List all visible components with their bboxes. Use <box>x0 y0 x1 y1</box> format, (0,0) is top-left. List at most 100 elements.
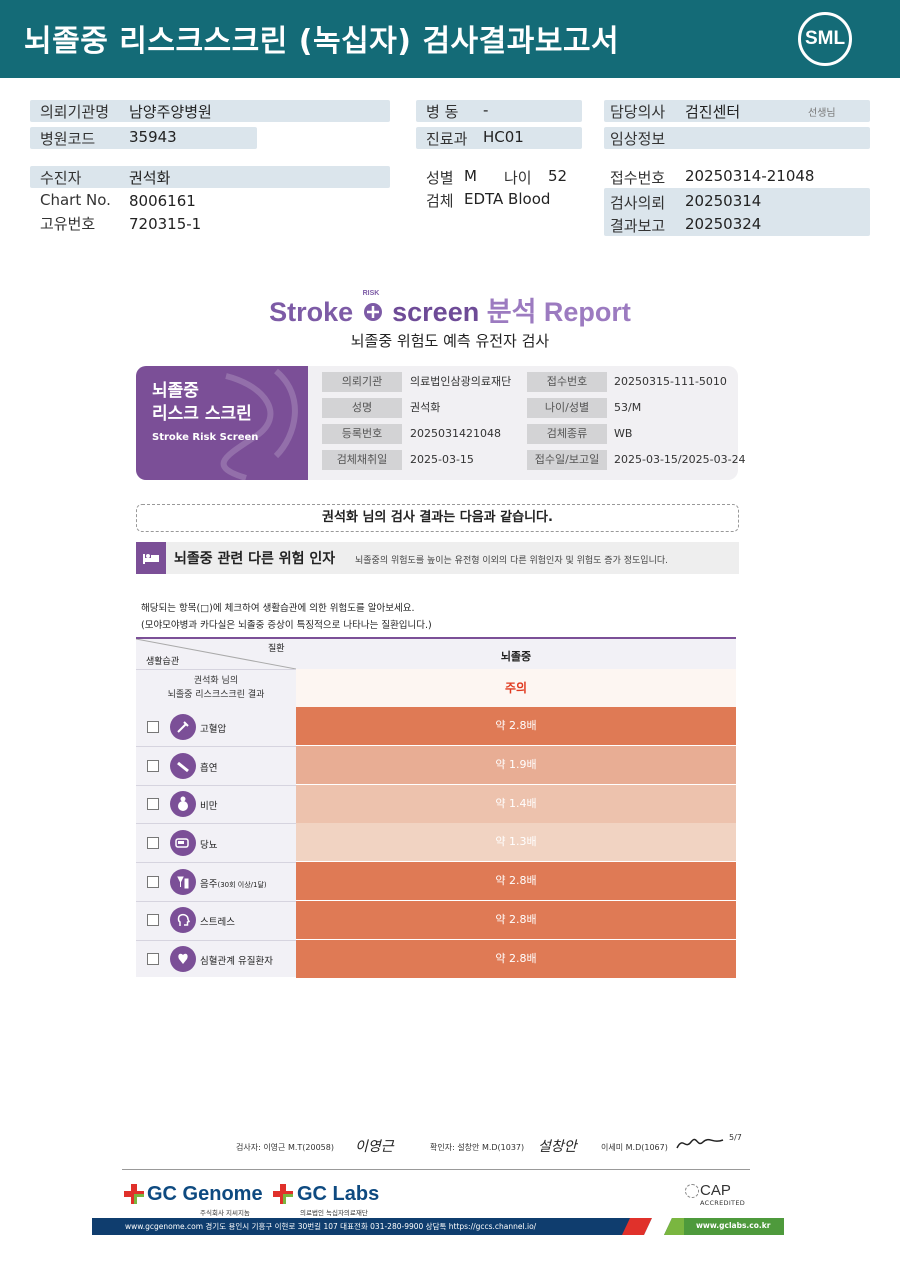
checkbox-drinking[interactable] <box>147 876 159 888</box>
bed-icon <box>136 542 166 574</box>
card-label: 의뢰기관 <box>322 372 402 392</box>
risk-bar: 약 1.9배 <box>296 746 736 784</box>
cap-sub: ACCREDITED <box>700 1199 746 1207</box>
doctor-value: 검진센터 <box>685 103 741 121</box>
sex-value: M <box>464 167 477 185</box>
person-icon <box>170 791 196 817</box>
risk-bar: 약 2.8배 <box>296 901 736 939</box>
checkbox-stress[interactable] <box>147 914 159 926</box>
third-signer: 이세미 M.D(1067) <box>601 1143 668 1152</box>
corner-diagonal <box>136 639 296 669</box>
card-title: 뇌졸중 리스크 스크린 <box>152 380 252 426</box>
result-status: 주의 <box>504 681 528 695</box>
specimen-value: EDTA Blood <box>464 190 551 208</box>
card-value: 53/M <box>614 401 642 414</box>
risk-label: 고혈압 <box>200 724 227 735</box>
section-desc: 뇌졸중의 위험도를 높이는 유전형 이외의 다른 위험인자 및 위험도 증가 정… <box>355 556 668 566</box>
doctor-box <box>604 100 870 122</box>
table-left-column <box>136 637 296 977</box>
risk-bar: 약 2.8배 <box>296 940 736 978</box>
risk-label: 흡연 <box>200 763 218 774</box>
gc-labs-sub: 의료법인 녹십자의료재단 <box>300 1209 368 1217</box>
unique-label: 고유번호 <box>40 215 96 233</box>
row-separator <box>136 940 296 941</box>
card-title-line1: 뇌졸중 <box>152 381 199 401</box>
chart-value: 8006161 <box>129 192 196 210</box>
card-label: 접수번호 <box>527 372 607 392</box>
ward-box <box>416 100 582 122</box>
table-header-disease <box>296 639 736 669</box>
card-label: 검체종류 <box>527 424 607 444</box>
footer-bar-green <box>684 1218 784 1235</box>
result-label: 권석화 님의 뇌졸중 리스크스크린 결과 <box>136 674 296 702</box>
disease-header: 뇌졸중 <box>500 650 532 663</box>
checkbox-smoking[interactable] <box>147 760 159 772</box>
checkbox-obesity[interactable] <box>147 798 159 810</box>
card-label: 접수일/보고일 <box>527 450 607 470</box>
institution-label: 의뢰기관명 <box>40 103 110 121</box>
request-value: 20250314 <box>685 192 762 210</box>
hospital-code-value: 35943 <box>129 128 177 146</box>
risk-badge-icon: RISK <box>361 290 385 323</box>
chart-label: Chart No. <box>40 191 111 209</box>
page-number: 5/7 <box>729 1133 742 1142</box>
dept-label: 진료과 <box>426 130 468 148</box>
glucose-meter-icon <box>170 830 196 856</box>
specimen-label: 검체 <box>426 192 454 210</box>
footer-stripes <box>622 1218 692 1235</box>
report-subtitle: 뇌졸중 위험도 예측 유전자 검사 <box>350 332 550 350</box>
summary-card-brand <box>136 366 308 480</box>
card-title-line2: 리스크 스크린 <box>152 404 252 424</box>
doctor-label: 담당의사 <box>610 103 666 121</box>
risk-label: 심혈관계 유질환자 <box>200 956 273 967</box>
risk-bar: 약 2.8배 <box>296 862 736 900</box>
report-title: Stroke RISK screen 분석 Report <box>0 290 900 329</box>
examiner: 검사자: 이영근 M.T(20058) <box>236 1143 334 1152</box>
dept-value: HC01 <box>483 128 524 146</box>
section-title: 뇌졸중 관련 다른 위험 인자 <box>174 551 336 567</box>
report-label: 결과보고 <box>610 217 666 235</box>
patient-label: 수진자 <box>40 169 82 187</box>
risk-bar: 약 1.4배 <box>296 785 736 823</box>
card-label: 나이/성별 <box>527 398 607 418</box>
risk-label: 당뇨 <box>200 840 218 851</box>
clinical-label: 임상정보 <box>610 130 666 148</box>
footer-url[interactable]: www.gclabs.co.kr <box>696 1221 771 1230</box>
corner-disease-label: 질환 <box>268 644 285 654</box>
risk-bar: 약 1.3배 <box>296 823 736 861</box>
ward-label: 병 동 <box>426 103 459 121</box>
report-value: 20250324 <box>685 215 762 233</box>
cap-seal-icon <box>685 1184 699 1198</box>
heart-icon <box>170 946 196 972</box>
hospital-code-label: 병원코드 <box>40 130 96 148</box>
receipt-label: 접수번호 <box>610 169 666 187</box>
report-title-screen: screen <box>392 297 480 327</box>
risk-bar: 약 2.8배 <box>296 707 736 745</box>
checklist-note: 해당되는 항목(□)에 체크하여 생활습관에 의한 위험도를 알아보세요. <box>141 603 415 614</box>
report-title-analysis: 분석 Report <box>486 297 631 327</box>
corner-lifestyle-label: 생활습관 <box>146 657 180 667</box>
sml-logo: SML <box>798 12 852 66</box>
receipt-value: 20250314-21048 <box>685 167 815 185</box>
result-row <box>296 669 736 707</box>
hospital-code-box <box>30 127 257 149</box>
row-separator <box>136 746 296 747</box>
cigarette-icon <box>170 753 196 779</box>
risk-label: 음주(30회 이상/1달) <box>200 876 267 890</box>
gc-labs-cross-icon <box>273 1184 293 1204</box>
row-separator <box>136 785 296 786</box>
age-value: 52 <box>548 167 568 185</box>
patient-box <box>30 166 390 188</box>
request-report-box <box>604 188 870 236</box>
checkbox-diabetes[interactable] <box>147 837 159 849</box>
examiner-signature: 이영근 <box>355 1139 394 1155</box>
card-value: 권석화 <box>410 401 441 414</box>
checkbox-cardiovascular[interactable] <box>147 953 159 965</box>
clinical-box <box>604 127 870 149</box>
ward-value: - <box>483 101 489 119</box>
risk-label: 비만 <box>200 801 218 812</box>
section-bar <box>136 542 739 574</box>
checkbox-hypertension[interactable] <box>147 721 159 733</box>
header-bar <box>0 0 900 78</box>
report-title-stroke: Stroke <box>269 297 354 327</box>
